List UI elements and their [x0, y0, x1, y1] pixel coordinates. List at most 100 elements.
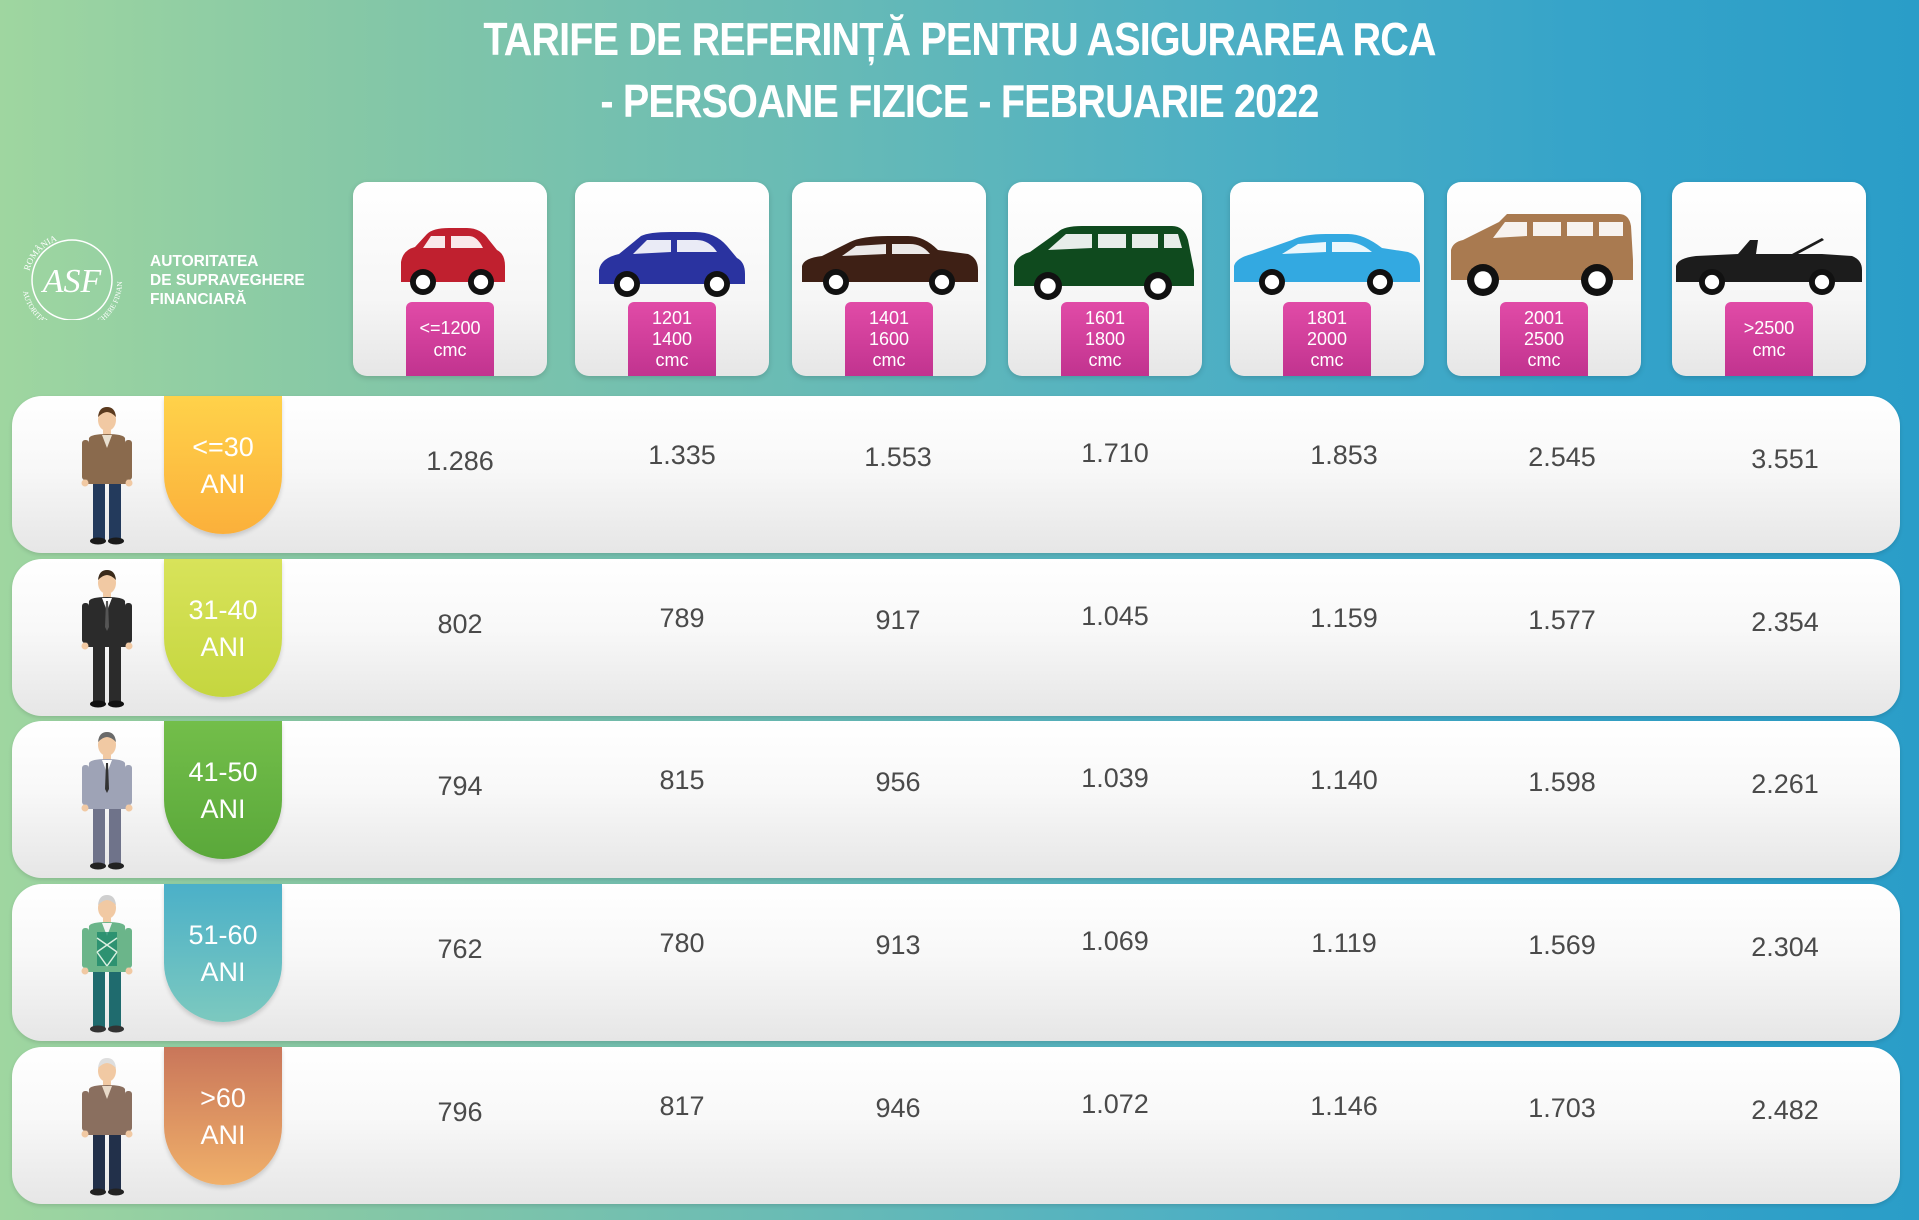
tariff-value: 1.069 — [1081, 926, 1149, 956]
tariff-value: 2.545 — [1528, 442, 1596, 472]
hatchback-icon — [599, 232, 745, 297]
age-group-range: >60 — [200, 1083, 246, 1113]
age-group-tag: 41-50 ANI — [164, 721, 282, 859]
table-row: 51-60 ANI 762 780 913 1.069 1.119 1.569 2.304 — [12, 884, 1900, 1041]
tariff-value: 1.703 — [1528, 1093, 1596, 1123]
engine-capacity-badge: 1201 1400 cmc — [628, 302, 716, 376]
age-group-range: 51-60 — [188, 920, 258, 950]
page-title: TARIFE DE REFERINȚĂ PENTRU ASIGURAREA RC… — [134, 8, 1784, 132]
tariff-value: 2.354 — [1751, 607, 1819, 637]
elderly-man-icon — [67, 1055, 147, 1197]
engine-capacity-label: cmc — [655, 349, 689, 370]
title-line-1: TARIFE DE REFERINȚĂ PENTRU ASIGURAREA RC… — [483, 13, 1436, 65]
engine-capacity-label: cmc — [1752, 340, 1786, 360]
engine-capacity-badge: <=1200 cmc — [406, 302, 494, 376]
engine-capacity-label: cmc — [1527, 349, 1561, 370]
engine-capacity-label: 1601 — [1084, 307, 1126, 328]
convertible-icon — [1676, 238, 1862, 295]
tariff-value: 2.304 — [1751, 932, 1819, 962]
svg-text:ASF: ASF — [41, 263, 103, 300]
engine-capacity-badge: >2500 cmc — [1725, 302, 1813, 376]
engine-capacity-label: cmc — [872, 349, 906, 370]
age-group-unit: ANI — [200, 632, 246, 662]
tariff-value: 1.553 — [864, 442, 932, 472]
age-group-range: 31-40 — [188, 595, 258, 625]
tariff-value: 917 — [875, 605, 921, 635]
tariff-value: 1.569 — [1528, 930, 1596, 960]
asf-logo: ROMÂNIA AUTORITATEA DE SUPRAVEGHERE FINA… — [14, 230, 334, 320]
engine-capacity-label: 1401 — [868, 307, 910, 328]
tariff-value: 794 — [437, 771, 483, 801]
man-with-vest-icon — [67, 892, 147, 1034]
engine-capacity-label: 2001 — [1523, 307, 1565, 328]
engine-capacity-label: 1400 — [651, 328, 693, 349]
tariff-value: 1.286 — [426, 446, 494, 476]
tariff-value: 2.261 — [1751, 769, 1819, 799]
engine-capacity-label: cmc — [433, 340, 467, 360]
middle-aged-man-icon — [67, 729, 147, 871]
tariff-value: 2.482 — [1751, 1095, 1819, 1125]
tariff-value: 913 — [875, 930, 921, 960]
tariff-value: 802 — [437, 609, 483, 639]
tariff-value: 1.146 — [1310, 1091, 1378, 1121]
engine-category-card: 1601 1800 cmc — [1008, 182, 1202, 376]
engine-capacity-label: 2000 — [1306, 328, 1348, 349]
engine-category-card: 1201 1400 cmc — [575, 182, 769, 376]
table-row: 41-50 ANI 794 815 956 1.039 1.140 1.598 2.261 — [12, 721, 1900, 878]
tariff-value: 1.045 — [1081, 601, 1149, 631]
title-line-2: - PERSOANE FIZICE - FEBRUARIE 2022 — [600, 75, 1319, 127]
age-group-unit: ANI — [200, 469, 246, 499]
sedan-icon — [802, 236, 978, 295]
engine-capacity-label: 2500 — [1523, 328, 1565, 349]
tariff-value: 1.159 — [1310, 603, 1378, 633]
engine-capacity-label: 1600 — [868, 328, 910, 349]
tariff-value: 796 — [437, 1097, 483, 1127]
small-hatchback-icon — [401, 228, 505, 295]
age-group-unit: ANI — [200, 1120, 246, 1150]
tariff-value: 1.140 — [1310, 765, 1378, 795]
age-group-range: 41-50 — [188, 757, 258, 787]
tariff-value: 815 — [659, 765, 705, 795]
table-row: <=30 ANI 1.286 1.335 1.553 1.710 1.853 2.545 3.5… — [12, 396, 1900, 553]
age-group-unit: ANI — [200, 957, 246, 987]
engine-capacity-badge: 1601 1800 cmc — [1061, 302, 1149, 376]
suv-icon — [1451, 214, 1633, 296]
age-group-unit: ANI — [200, 794, 246, 824]
engine-capacity-label: >2500 — [1743, 318, 1795, 338]
tariff-value: 1.577 — [1528, 605, 1596, 635]
tariff-value: 1.598 — [1528, 767, 1596, 797]
tariff-value: 1.072 — [1081, 1089, 1149, 1119]
tariff-value: 1.039 — [1081, 763, 1149, 793]
asf-emblem-icon: ROMÂNIA AUTORITATEA DE SUPRAVEGHERE FINA… — [14, 230, 124, 320]
tariff-value: 1.119 — [1311, 928, 1377, 958]
sports-sedan-icon — [1234, 234, 1420, 295]
engine-category-card: 2001 2500 cmc — [1447, 182, 1641, 376]
tariff-value: 1.335 — [648, 440, 716, 470]
age-group-tag: 31-40 ANI — [164, 559, 282, 697]
tariff-value: 789 — [659, 603, 705, 633]
engine-capacity-label: cmc — [1310, 349, 1344, 370]
engine-capacity-label: <=1200 — [419, 318, 481, 338]
engine-category-card: 1801 2000 cmc — [1230, 182, 1424, 376]
minivan-icon — [1014, 226, 1194, 300]
table-row: 31-40 ANI 802 789 917 1.045 1.159 1.577 2.354 — [12, 559, 1900, 716]
table-row: >60 ANI 796 817 946 1.072 1.146 1.703 2.482 — [12, 1047, 1900, 1204]
engine-capacity-label: 1801 — [1306, 307, 1348, 328]
businessman-icon — [67, 567, 147, 709]
tariff-value: 1.853 — [1310, 440, 1378, 470]
engine-capacity-label: 1800 — [1084, 328, 1126, 349]
tariff-value: 817 — [659, 1091, 705, 1121]
engine-capacity-label: cmc — [1088, 349, 1122, 370]
age-group-tag: >60 ANI — [164, 1047, 282, 1185]
young-man-icon — [67, 404, 147, 546]
tariff-value: 956 — [875, 767, 921, 797]
age-group-tag: <=30 ANI — [164, 396, 282, 534]
tariff-value: 1.710 — [1081, 438, 1149, 468]
engine-capacity-badge: 2001 2500 cmc — [1500, 302, 1588, 376]
tariff-value: 946 — [875, 1093, 921, 1123]
tariff-value: 3.551 — [1751, 444, 1819, 474]
tariff-value: 780 — [659, 928, 705, 958]
engine-category-card: 1401 1600 cmc — [792, 182, 986, 376]
engine-capacity-badge: 1801 2000 cmc — [1283, 302, 1371, 376]
engine-capacity-label: 1201 — [651, 307, 693, 328]
